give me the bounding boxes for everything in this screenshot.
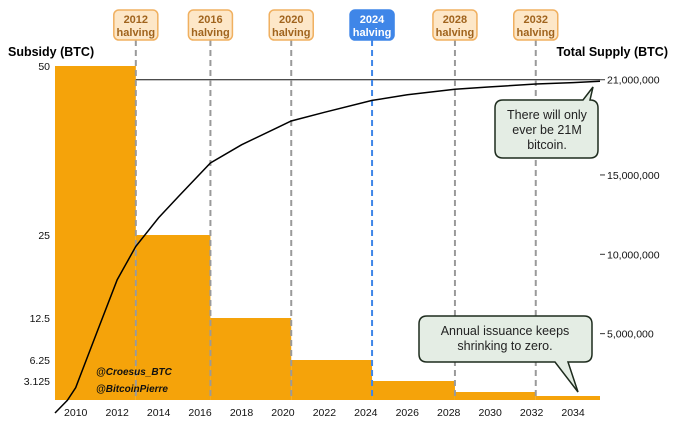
halving-year: 2012 [124, 14, 148, 26]
x-tick-label: 2024 [354, 407, 378, 419]
right-tick-label: 10,000,000 [607, 249, 660, 261]
callout-text-supply: ever be 21M [512, 123, 581, 137]
x-tick-label: 2030 [478, 407, 502, 419]
left-axis-title: Subsidy (BTC) [8, 45, 94, 59]
subsidy-bar [291, 360, 373, 400]
left-tick-label: 25 [38, 230, 50, 242]
halving-box [187, 9, 234, 41]
watermark-text: @Croesus_BTC [96, 367, 173, 378]
callout-text-issuance: Annual issuance keeps [441, 324, 570, 338]
halving-year: 2028 [443, 14, 467, 26]
right-axis-ticks: 21,000,000 15,000,000 10,000,000 5,000,000 [600, 75, 660, 341]
x-tick-label: 2010 [64, 407, 88, 419]
subsidy-bar [454, 392, 536, 400]
watermarks: @Croesus_BTC @BitcoinPierre [96, 367, 173, 395]
halving-box [432, 9, 478, 41]
x-tick-label: 2018 [230, 407, 254, 419]
halving-box [513, 9, 559, 41]
subsidy-bar [55, 66, 136, 400]
x-tick-label: 2028 [437, 407, 461, 419]
x-tick-label: 2034 [561, 407, 585, 419]
right-tick-label: 5,000,000 [607, 329, 654, 341]
subsidy-bar [210, 318, 292, 400]
halving-year: 2032 [524, 14, 548, 26]
right-tick-label: 15,000,000 [607, 170, 660, 182]
left-tick-label: 50 [38, 61, 50, 73]
callout-text-supply: bitcoin. [527, 138, 567, 152]
halving-year: 2020 [279, 14, 303, 26]
supply-curve [54, 80, 601, 414]
halving-box [113, 9, 159, 41]
right-axis-title: Total Supply (BTC) [556, 45, 668, 59]
halving-word: halving [272, 27, 311, 39]
halving-word: halving [353, 27, 392, 39]
x-tick-label: 2022 [313, 407, 337, 419]
left-tick-label: 3.125 [24, 376, 50, 388]
left-axis-ticks: 50 25 12.5 6.25 3.125 [24, 61, 50, 388]
x-tick-label: 2014 [147, 407, 171, 419]
total-supply-series [54, 80, 601, 414]
callout-bubble-supply [494, 86, 599, 159]
callout-bubble-issuance [418, 315, 593, 393]
watermark-text: @BitcoinPierre [96, 384, 168, 395]
halving-box [349, 9, 395, 41]
x-tick-label: 2020 [271, 407, 295, 419]
halving-year: 2016 [198, 14, 222, 26]
callout-text-supply: There will only [507, 108, 588, 122]
halving-word: halving [517, 27, 556, 39]
left-tick-label: 6.25 [30, 355, 51, 367]
x-tick-label: 2032 [520, 407, 544, 419]
subsidy-bar [135, 235, 211, 400]
subsidy-area [55, 66, 600, 400]
halving-word: halving [436, 27, 475, 39]
halving-box [268, 9, 314, 41]
left-tick-label: 12.5 [30, 313, 51, 325]
subsidy-bar [535, 396, 600, 400]
subsidy-bar [372, 381, 455, 400]
halving-year: 2024 [360, 14, 385, 26]
x-tick-label: 2026 [396, 407, 420, 419]
x-tick-label: 2012 [105, 407, 129, 419]
halving-labels: 2012halving2016halving2020halving2024hal… [113, 9, 559, 41]
halving-word: halving [117, 27, 156, 39]
halving-word: halving [191, 27, 230, 39]
x-axis-ticks: 2010 2012 2014 2016 2018 2020 2022 2024 2026 2028… [64, 407, 585, 419]
right-tick-label: 21,000,000 [607, 75, 660, 87]
x-tick-label: 2016 [188, 407, 212, 419]
callout-text-issuance: shrinking to zero. [457, 339, 552, 353]
